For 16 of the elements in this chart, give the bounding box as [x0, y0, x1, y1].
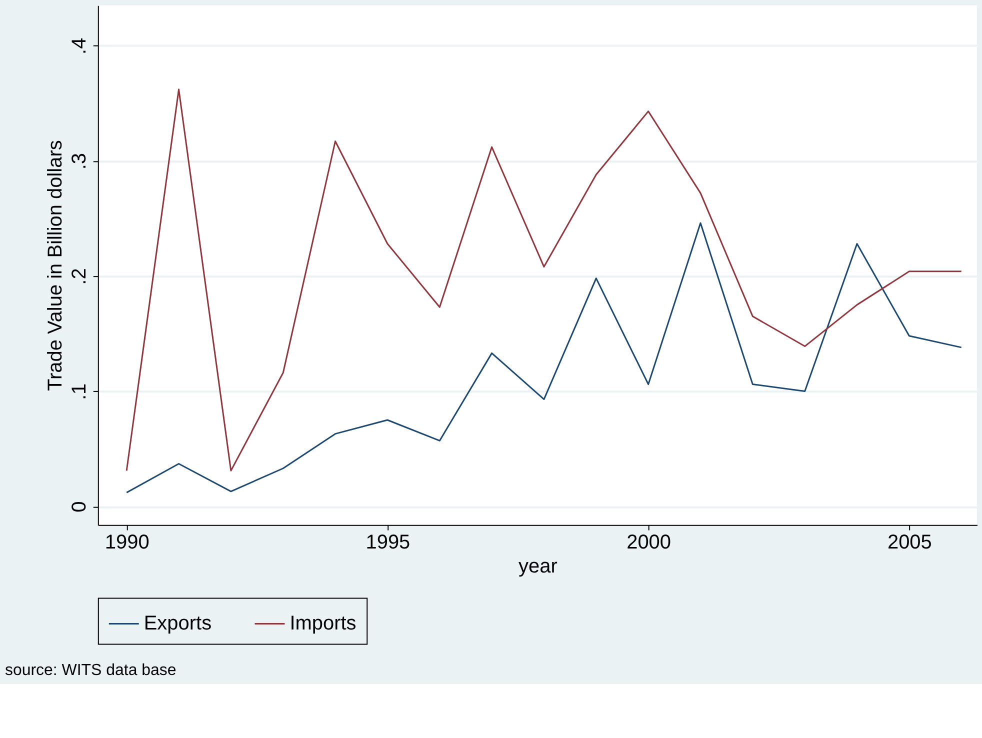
x-tick-label: 2000: [626, 531, 672, 554]
source-note: source: WITS data base: [4, 662, 176, 680]
x-tick-label: 1990: [104, 531, 150, 554]
y-tick-label: .1: [68, 383, 90, 400]
x-tick-label: 2005: [887, 531, 932, 554]
line-series: [126, 88, 962, 472]
x-axis-title: year: [518, 555, 558, 578]
line-series: [126, 222, 962, 494]
y-axis-title: Trade Value in Billion dollars: [44, 140, 66, 392]
legend-label: Exports: [144, 612, 212, 635]
x-tick-label: 1995: [366, 531, 410, 554]
y-tick-label: .3: [68, 153, 90, 170]
y-tick-label: .4: [68, 38, 90, 54]
legend-label: Imports: [290, 612, 356, 635]
y-tick-label: 0: [68, 501, 90, 512]
y-tick-label: .2: [68, 268, 90, 285]
